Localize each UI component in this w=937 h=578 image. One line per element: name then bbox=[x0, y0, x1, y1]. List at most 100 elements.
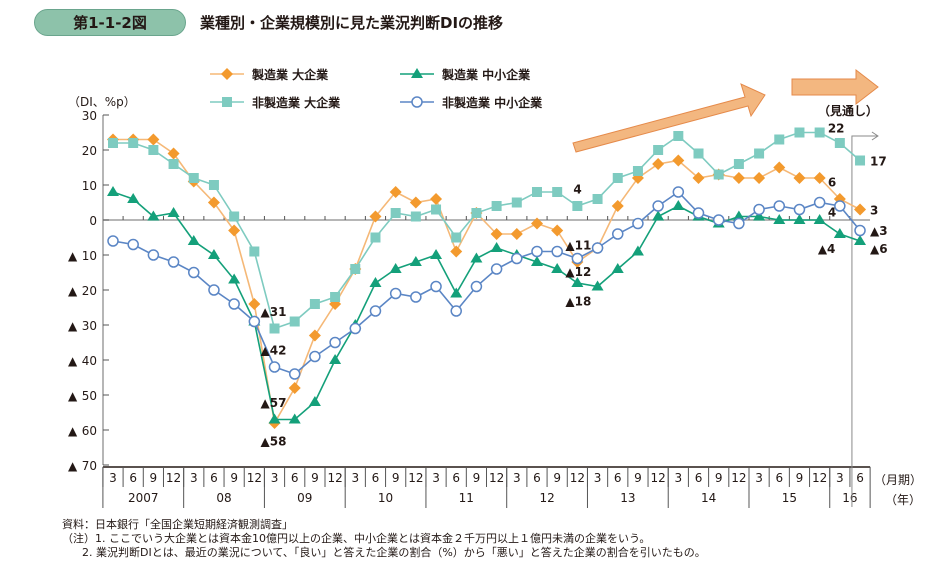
data-point bbox=[389, 263, 402, 273]
x-tick-month: 12 bbox=[650, 471, 665, 485]
data-point bbox=[369, 305, 382, 317]
x-tick-month: 12 bbox=[731, 471, 746, 485]
data-point bbox=[833, 228, 846, 238]
data-point bbox=[813, 172, 826, 184]
x-tick-month: 9 bbox=[796, 471, 804, 485]
data-point bbox=[753, 210, 766, 221]
data-point bbox=[188, 266, 200, 279]
notes: 資料：日本銀行「全国企業短期経済観測調査」 （注）1. ここでいう大企業とは資本… bbox=[62, 518, 706, 560]
data-point bbox=[450, 287, 463, 298]
data-point bbox=[350, 264, 361, 274]
data-point bbox=[289, 316, 300, 327]
legend-item: 製造業 大企業 bbox=[210, 67, 329, 82]
data-point bbox=[308, 396, 321, 406]
data-point bbox=[188, 173, 199, 183]
data-point bbox=[572, 201, 583, 211]
legend-item: 製造業 中小企業 bbox=[400, 67, 531, 82]
y-tick-label: 30 bbox=[82, 109, 97, 123]
data-point bbox=[854, 203, 867, 216]
data-point bbox=[490, 228, 503, 240]
data-point bbox=[591, 242, 604, 254]
x-tick-month: 3 bbox=[190, 471, 198, 485]
data-point bbox=[510, 228, 523, 240]
data-point bbox=[511, 197, 522, 208]
x-tick-month: 9 bbox=[634, 471, 642, 485]
legend-circle-open-icon bbox=[411, 96, 423, 108]
data-point bbox=[128, 138, 139, 148]
data-point bbox=[268, 413, 281, 424]
chart-title: 業種別・企業規模別に見た業況判断DIの推移 bbox=[200, 14, 504, 32]
x-tick-year: 14 bbox=[701, 491, 716, 505]
data-point bbox=[632, 217, 644, 230]
forecast-divider bbox=[851, 135, 878, 507]
data-point bbox=[612, 173, 623, 183]
data-point bbox=[228, 298, 240, 310]
data-point bbox=[369, 210, 382, 223]
x-tick-year: 16 bbox=[842, 491, 857, 505]
data-point bbox=[330, 292, 341, 302]
data-point bbox=[490, 263, 503, 275]
data-point bbox=[409, 196, 422, 209]
data-point bbox=[451, 232, 462, 243]
data-point bbox=[793, 172, 806, 184]
y-tick-negative-marker: ▲ bbox=[68, 249, 78, 263]
x-tick-year: 2007 bbox=[128, 491, 159, 505]
series-layer bbox=[107, 127, 867, 429]
data-point bbox=[653, 145, 664, 155]
data-point bbox=[632, 166, 643, 176]
data-point bbox=[329, 354, 342, 364]
data-label: 22 bbox=[828, 121, 845, 135]
x-tick-month: 3 bbox=[755, 471, 763, 485]
data-label: ▲57 bbox=[261, 396, 287, 410]
trend-arrow-up bbox=[572, 83, 766, 153]
data-point bbox=[470, 252, 483, 263]
data-point bbox=[389, 287, 402, 300]
data-point bbox=[269, 323, 280, 334]
data-point bbox=[349, 322, 362, 335]
x-tick-month: 9 bbox=[150, 471, 158, 485]
x-tick-month: 6 bbox=[533, 471, 541, 485]
x-tick-month: 9 bbox=[715, 471, 723, 485]
data-point bbox=[430, 193, 443, 205]
data-point bbox=[450, 305, 462, 317]
data-point bbox=[167, 207, 180, 217]
data-point bbox=[692, 172, 705, 184]
x-tick-month: 3 bbox=[351, 471, 359, 485]
data-point bbox=[329, 336, 341, 349]
data-point bbox=[753, 203, 765, 216]
y-tick-label: 40 bbox=[82, 354, 97, 368]
data-point bbox=[551, 224, 564, 237]
data-point bbox=[127, 193, 140, 203]
data-point bbox=[793, 203, 806, 216]
data-point bbox=[127, 238, 139, 251]
data-point bbox=[531, 245, 543, 258]
data-point bbox=[430, 249, 443, 259]
data-point bbox=[854, 224, 866, 237]
data-point bbox=[471, 208, 482, 218]
data-point bbox=[753, 172, 766, 184]
data-point bbox=[834, 138, 845, 148]
series-circle-open bbox=[107, 186, 866, 380]
legend-label: 非製造業 中小企業 bbox=[442, 95, 543, 110]
data-point bbox=[813, 214, 826, 224]
data-point bbox=[288, 368, 301, 380]
data-point bbox=[389, 186, 402, 198]
series-line bbox=[113, 131, 861, 330]
legend-square-icon bbox=[222, 97, 232, 107]
data-point bbox=[571, 277, 584, 287]
y-tick-negative-marker: ▲ bbox=[68, 319, 78, 333]
data-point bbox=[712, 214, 725, 226]
data-point bbox=[732, 210, 745, 221]
data-point bbox=[107, 186, 119, 196]
data-point bbox=[591, 280, 604, 291]
forecast-arrow-icon bbox=[871, 131, 879, 141]
x-axis-month-label: （月期） bbox=[874, 473, 922, 487]
x-tick-month: 3 bbox=[674, 471, 682, 485]
data-point bbox=[268, 361, 281, 373]
data-point bbox=[148, 145, 159, 155]
data-label: 17 bbox=[870, 155, 887, 169]
data-point bbox=[551, 245, 563, 258]
data-label: ▲31 bbox=[261, 305, 287, 319]
